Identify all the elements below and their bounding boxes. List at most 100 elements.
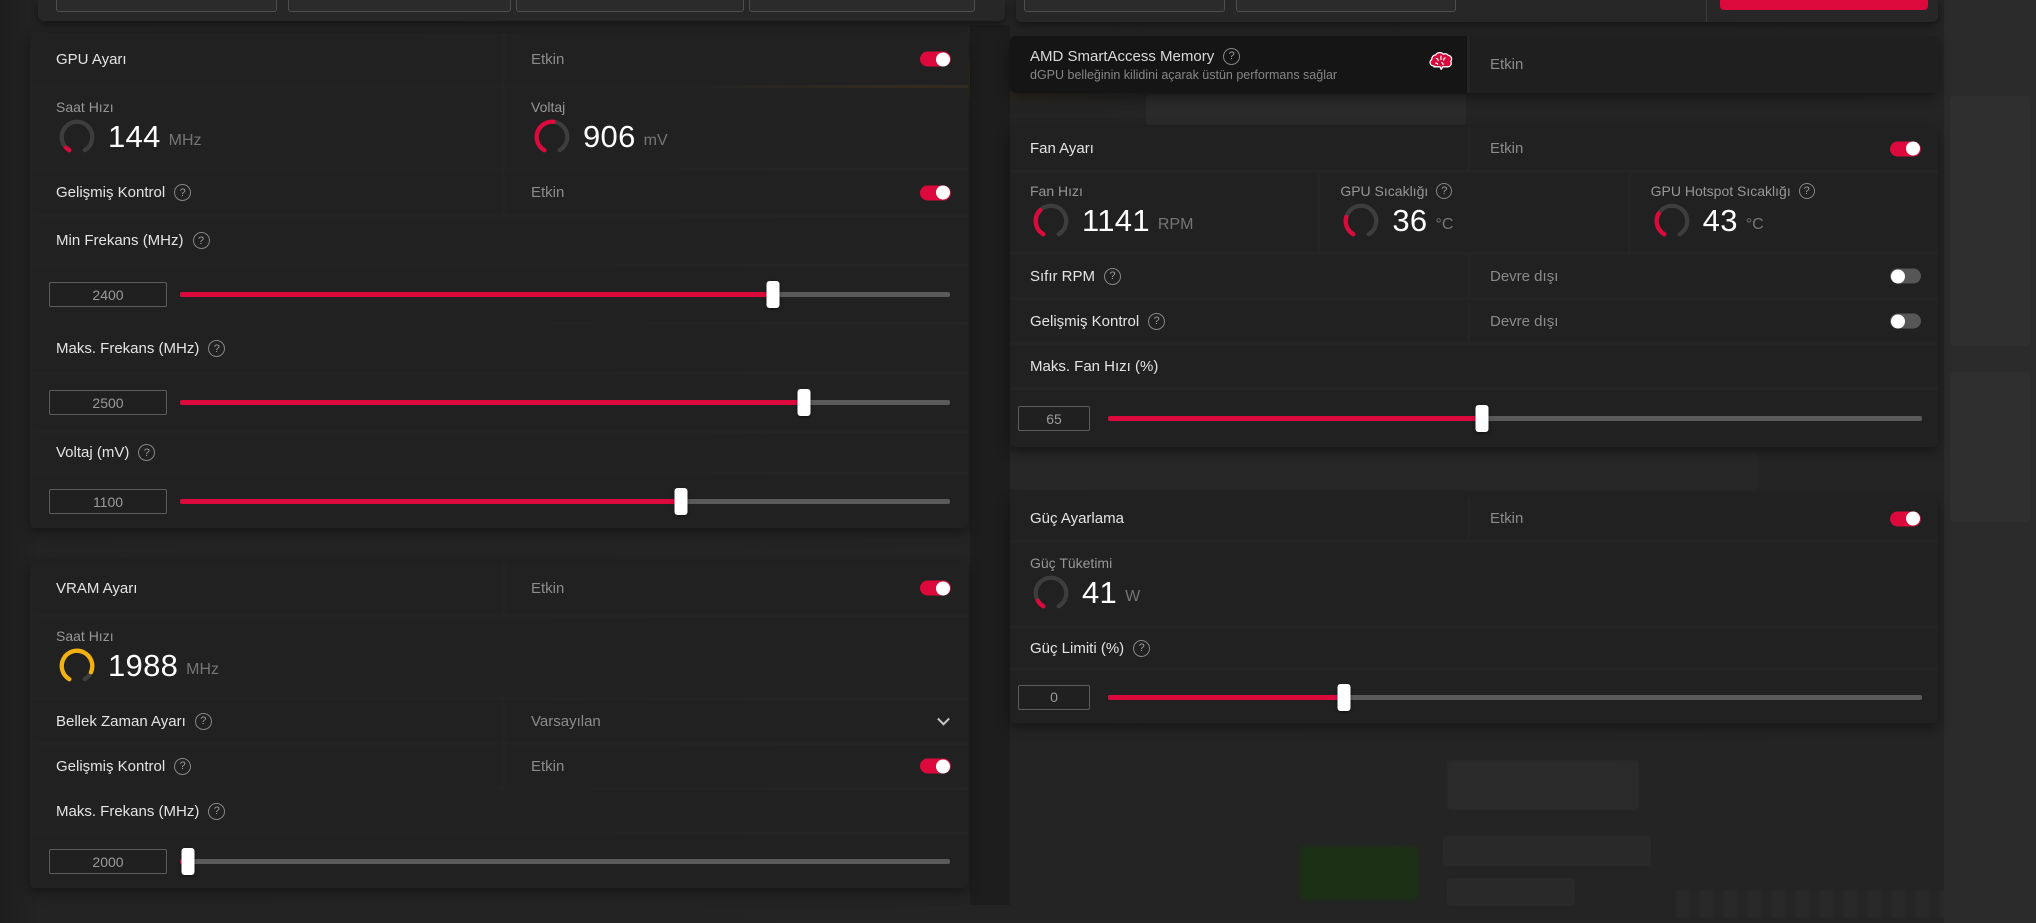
power-gauge-icon bbox=[1033, 575, 1069, 608]
max-frequency-label: Maks. Frekans (MHz) bbox=[56, 340, 200, 357]
vram-max-frequency-input[interactable]: 2000 bbox=[49, 849, 167, 874]
fan-speed-readout: Fan Hızı 1141 RPM bbox=[1010, 173, 1318, 252]
power-limit-slider[interactable] bbox=[1108, 683, 1922, 711]
gpu-tuning-card: GPU Ayarı Etkin Saat Hızı 144 MHz Voltaj… bbox=[30, 33, 968, 528]
preset-field[interactable] bbox=[1024, 0, 1225, 12]
sam-title: AMD SmartAccess Memory bbox=[1030, 47, 1215, 65]
gpu-temp-gauge-icon bbox=[1343, 203, 1379, 237]
gpu-advanced-status: Etkin bbox=[531, 184, 565, 201]
background-ghost bbox=[1447, 878, 1575, 906]
help-icon[interactable]: ? bbox=[174, 757, 192, 775]
slider-thumb[interactable] bbox=[1337, 683, 1351, 711]
brain-icon bbox=[1427, 48, 1455, 81]
preset-field[interactable] bbox=[288, 0, 511, 12]
preset-field[interactable] bbox=[749, 0, 975, 12]
smartaccess-memory-card: AMD SmartAccess Memory ? dGPU belleğinin… bbox=[1010, 36, 1938, 93]
max-frequency-input[interactable]: 2500 bbox=[49, 390, 167, 415]
help-icon[interactable]: ? bbox=[1104, 267, 1122, 285]
help-icon[interactable]: ? bbox=[1148, 312, 1166, 330]
preset-toolbar-right bbox=[1016, 0, 1938, 22]
preset-field[interactable] bbox=[56, 0, 277, 12]
vram-advanced-toggle[interactable] bbox=[920, 758, 951, 774]
background-ghost bbox=[1146, 95, 1466, 125]
gpu-advanced-toggle[interactable] bbox=[920, 185, 951, 200]
vram-tuning-card: VRAM Ayarı Etkin Saat Hızı 1988 MHz Bell… bbox=[30, 562, 968, 888]
min-frequency-input[interactable]: 2400 bbox=[49, 282, 167, 307]
power-consumption-readout: Güç Tüketimi 41 W bbox=[1010, 543, 1938, 625]
vram-clock-gauge-icon bbox=[59, 648, 95, 681]
power-card-status: Etkin bbox=[1490, 510, 1524, 527]
max-fan-speed-input[interactable]: 65 bbox=[1018, 406, 1090, 431]
memory-timing-value: Varsayılan bbox=[531, 712, 601, 730]
max-fan-speed-slider[interactable] bbox=[1108, 405, 1922, 432]
power-limit-input[interactable]: 0 bbox=[1018, 684, 1090, 710]
vram-card-title: VRAM Ayarı bbox=[56, 579, 138, 597]
slider-thumb[interactable] bbox=[766, 281, 780, 308]
preset-field[interactable] bbox=[1236, 0, 1456, 12]
voltage-label: Voltaj (mV) bbox=[56, 444, 130, 461]
fan-card-status: Etkin bbox=[1490, 140, 1524, 157]
chevron-down-icon bbox=[937, 712, 950, 726]
fan-tuning-toggle[interactable] bbox=[1890, 141, 1921, 156]
background-ghost bbox=[970, 25, 1010, 905]
help-icon[interactable]: ? bbox=[1133, 639, 1151, 657]
hotspot-temp-gauge-icon bbox=[1654, 203, 1690, 237]
slider-thumb[interactable] bbox=[181, 848, 195, 875]
background-ghost bbox=[1443, 836, 1651, 866]
vram-clock-readout: Saat Hızı 1988 MHz bbox=[30, 617, 968, 697]
slider-thumb[interactable] bbox=[797, 389, 811, 416]
vram-tuning-toggle[interactable] bbox=[920, 580, 951, 596]
min-frequency-slider[interactable] bbox=[180, 281, 950, 308]
vram-max-frequency-label: Maks. Frekans (MHz) bbox=[56, 802, 200, 820]
gpu-voltage-gauge-icon bbox=[534, 119, 570, 152]
gpu-clock-gauge-icon bbox=[59, 119, 95, 152]
fan-advanced-toggle[interactable] bbox=[1890, 313, 1921, 329]
apply-button[interactable] bbox=[1720, 0, 1928, 10]
background-ghost bbox=[1010, 452, 1758, 490]
fan-advanced-status: Devre dışı bbox=[1490, 312, 1559, 330]
min-frequency-label: Min Frekans (MHz) bbox=[56, 232, 184, 249]
fan-card-title: Fan Ayarı bbox=[1030, 140, 1094, 157]
preset-toolbar bbox=[38, 0, 1005, 21]
help-icon[interactable]: ? bbox=[138, 444, 156, 461]
fan-advanced-label: Gelişmiş Kontrol bbox=[1030, 312, 1140, 330]
power-limit-label: Güç Limiti (%) bbox=[1030, 639, 1125, 657]
help-icon[interactable]: ? bbox=[1798, 183, 1815, 199]
sam-subtitle: dGPU belleğinin kilidini açarak üstün pe… bbox=[1030, 67, 1338, 82]
max-frequency-slider[interactable] bbox=[180, 389, 950, 416]
memory-timing-label: Bellek Zaman Ayarı bbox=[56, 712, 186, 730]
voltage-slider[interactable] bbox=[180, 488, 950, 515]
help-icon[interactable]: ? bbox=[208, 802, 226, 820]
sam-status: Etkin bbox=[1490, 56, 1524, 73]
help-icon[interactable]: ? bbox=[1436, 183, 1453, 199]
vram-advanced-status: Etkin bbox=[531, 757, 565, 775]
background-ghost-green-button bbox=[1300, 846, 1418, 900]
power-card-title: Güç Ayarlama bbox=[1030, 510, 1124, 527]
help-icon[interactable]: ? bbox=[194, 712, 212, 730]
gpu-voltage-readout: Voltaj 906 mV bbox=[505, 88, 968, 168]
help-icon[interactable]: ? bbox=[208, 340, 226, 357]
max-fan-speed-label: Maks. Fan Hızı (%) bbox=[1030, 357, 1159, 375]
slider-thumb[interactable] bbox=[1475, 405, 1489, 432]
gpu-clock-readout: Saat Hızı 144 MHz bbox=[30, 88, 502, 168]
fan-speed-gauge-icon bbox=[1033, 203, 1069, 237]
power-tuning-card: Güç Ayarlama Etkin Güç Tüketimi 41 W Güç… bbox=[1010, 497, 1938, 723]
power-tuning-toggle[interactable] bbox=[1890, 511, 1921, 526]
vram-max-frequency-slider[interactable] bbox=[180, 848, 950, 875]
vram-card-status: Etkin bbox=[531, 579, 565, 597]
help-icon[interactable]: ? bbox=[192, 232, 210, 249]
gpu-card-status: Etkin bbox=[531, 50, 565, 68]
gpu-card-title: GPU Ayarı bbox=[56, 50, 127, 68]
toolbar-divider bbox=[1706, 0, 1707, 22]
help-icon[interactable]: ? bbox=[174, 184, 192, 201]
gpu-tuning-toggle[interactable] bbox=[920, 51, 951, 67]
help-icon[interactable]: ? bbox=[1223, 47, 1241, 65]
voltage-input[interactable]: 1100 bbox=[49, 489, 167, 514]
preset-field[interactable] bbox=[516, 0, 744, 12]
memory-timing-dropdown[interactable]: Varsayılan bbox=[505, 700, 968, 742]
gpu-temp-readout: GPU Sıcaklığı? 36 °C bbox=[1320, 173, 1628, 252]
background-right-strip bbox=[1944, 0, 2036, 923]
zero-rpm-toggle[interactable] bbox=[1890, 268, 1921, 284]
slider-thumb[interactable] bbox=[674, 488, 687, 515]
